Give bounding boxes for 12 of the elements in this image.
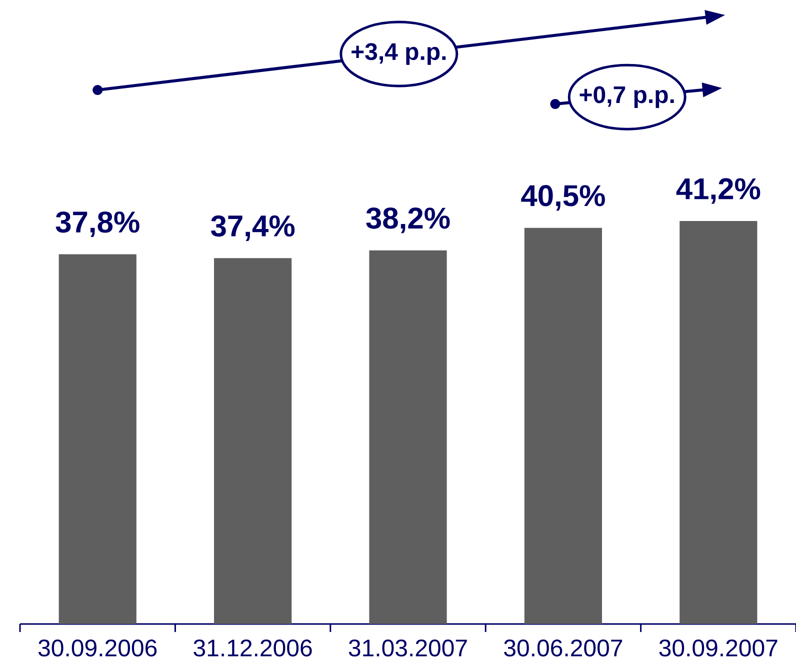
x-tick-label: 30.09.2007: [659, 639, 778, 656]
text: +3,4 p.p.: [352, 43, 446, 65]
x-tick-label: 31.12.2006: [194, 639, 312, 656]
data-label: 37,8%: [56, 211, 140, 238]
data-label: 38,2%: [366, 208, 450, 234]
text: +0,7 p.p.: [580, 86, 674, 108]
data-label: 41,2%: [676, 178, 760, 204]
data-label: 37,4%: [210, 215, 295, 241]
x-tick-label: 30.06.2007: [504, 639, 622, 656]
x-tick-label: 31.03.2007: [348, 639, 467, 656]
data-label: 40,5%: [521, 185, 605, 211]
x-tick-label: 30.09.2006: [38, 639, 157, 656]
